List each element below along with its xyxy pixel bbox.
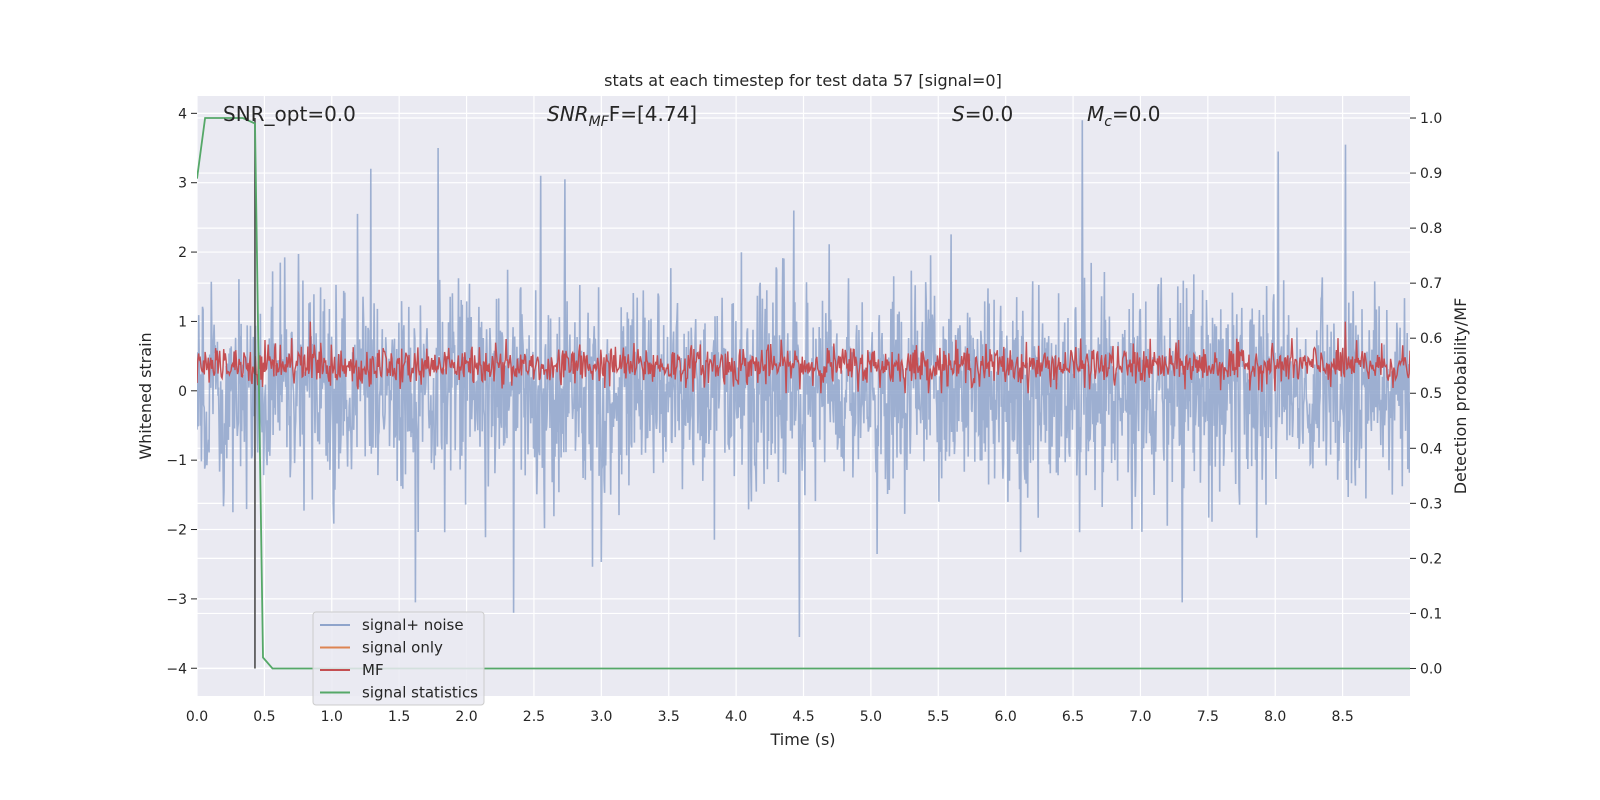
- y-left-tick-label: 1: [178, 314, 187, 330]
- legend: signal+ noise signal only MF signal statist…: [312, 611, 485, 706]
- x-tick-label: 5.5: [927, 709, 949, 725]
- series-line-mf: [197, 321, 1410, 394]
- series-layer: [197, 117, 1410, 670]
- x-tick-label: 8.0: [1264, 709, 1286, 725]
- y-axis-label-right: Detection probability/MF: [1451, 298, 1470, 495]
- annotation-mc-value: =0.0: [1112, 102, 1161, 126]
- legend-label: signal+ noise: [362, 616, 464, 634]
- x-tick-label: 0.5: [253, 709, 275, 725]
- y-right-tick-label: 0.8: [1420, 221, 1442, 237]
- y-right-tick-label: 0.7: [1420, 276, 1442, 292]
- y-right-tick-label: 0.6: [1420, 331, 1442, 347]
- annotation-mc: Mc=0.0: [1087, 102, 1161, 130]
- y-left-tick-label: −2: [166, 523, 187, 539]
- x-tick-label: 0.0: [186, 709, 208, 725]
- tick-labels: 0.0 0.5 1.0 1.5 2.0 2.5 3.0 3.5 4.0 4.5 5.0 5.5 6.0 6…: [166, 106, 1442, 725]
- x-tick-label: 5.0: [860, 709, 882, 725]
- y-left-tick-label: 3: [178, 176, 187, 192]
- x-tick-label: 1.5: [388, 709, 410, 725]
- annotation-snr-mf: SNRMFF=[4.74]: [547, 102, 697, 130]
- x-tick-label: 6.0: [995, 709, 1017, 725]
- x-tick-label: 6.5: [1062, 709, 1084, 725]
- annotation-snr-mf-sub: MF: [589, 114, 610, 130]
- y-left-tick-label: 4: [178, 106, 187, 122]
- annotation-mc-sub: c: [1104, 114, 1112, 130]
- x-tick-label: 2.0: [455, 709, 477, 725]
- y-right-tick-label: 0.9: [1420, 166, 1442, 182]
- x-tick-label: 8.5: [1331, 709, 1353, 725]
- x-tick-label: 4.0: [725, 709, 747, 725]
- y-right-tick-label: 0.3: [1420, 496, 1442, 512]
- annotation-s: S=0.0: [952, 102, 1013, 126]
- y-right-tick-label: 0.0: [1420, 661, 1442, 677]
- legend-label: MF: [362, 661, 384, 679]
- series-line-signal-statistics: [197, 117, 1410, 670]
- x-tick-label: 3.0: [590, 709, 612, 725]
- x-tick-label: 7.5: [1197, 709, 1219, 725]
- x-tick-label: 1.0: [321, 709, 343, 725]
- x-tick-label: 3.5: [658, 709, 680, 725]
- annotation-snr-mf-main: SNR: [547, 102, 589, 126]
- legend-label: signal statistics: [362, 684, 478, 702]
- y-right-tick-label: 1.0: [1420, 111, 1442, 127]
- annotation-s-main: S: [952, 102, 965, 126]
- legend-label: signal only: [362, 639, 443, 657]
- y-right-tick-label: 0.4: [1420, 441, 1442, 457]
- annotation-snr-mf-value: F=[4.74]: [609, 102, 697, 126]
- chart-title: stats at each timestep for test data 57 …: [604, 71, 1002, 90]
- y-left-tick-label: −4: [166, 661, 187, 677]
- annotation-snr-opt: SNR_opt=0.0: [223, 102, 356, 126]
- y-left-tick-label: 2: [178, 245, 187, 261]
- y-right-tick-label: 0.5: [1420, 386, 1442, 402]
- annotation-s-value: =0.0: [965, 102, 1014, 126]
- x-tick-label: 7.0: [1129, 709, 1151, 725]
- y-left-tick-label: 0: [178, 384, 187, 400]
- y-right-tick-label: 0.1: [1420, 606, 1442, 622]
- legend-box: [312, 611, 485, 706]
- series-line-signal-noise: [197, 120, 1410, 638]
- legend-entries: signal+ noise signal only MF signal statist…: [320, 616, 478, 702]
- annotation-mc-main: M: [1087, 102, 1104, 126]
- x-axis-label: Time (s): [769, 730, 835, 749]
- y-right-tick-label: 0.2: [1420, 551, 1442, 567]
- x-tick-label: 4.5: [792, 709, 814, 725]
- y-left-tick-label: −1: [166, 453, 187, 469]
- y-left-tick-label: −3: [166, 592, 187, 608]
- y-axis-label-left: Whitened strain: [136, 332, 155, 459]
- x-tick-label: 2.5: [523, 709, 545, 725]
